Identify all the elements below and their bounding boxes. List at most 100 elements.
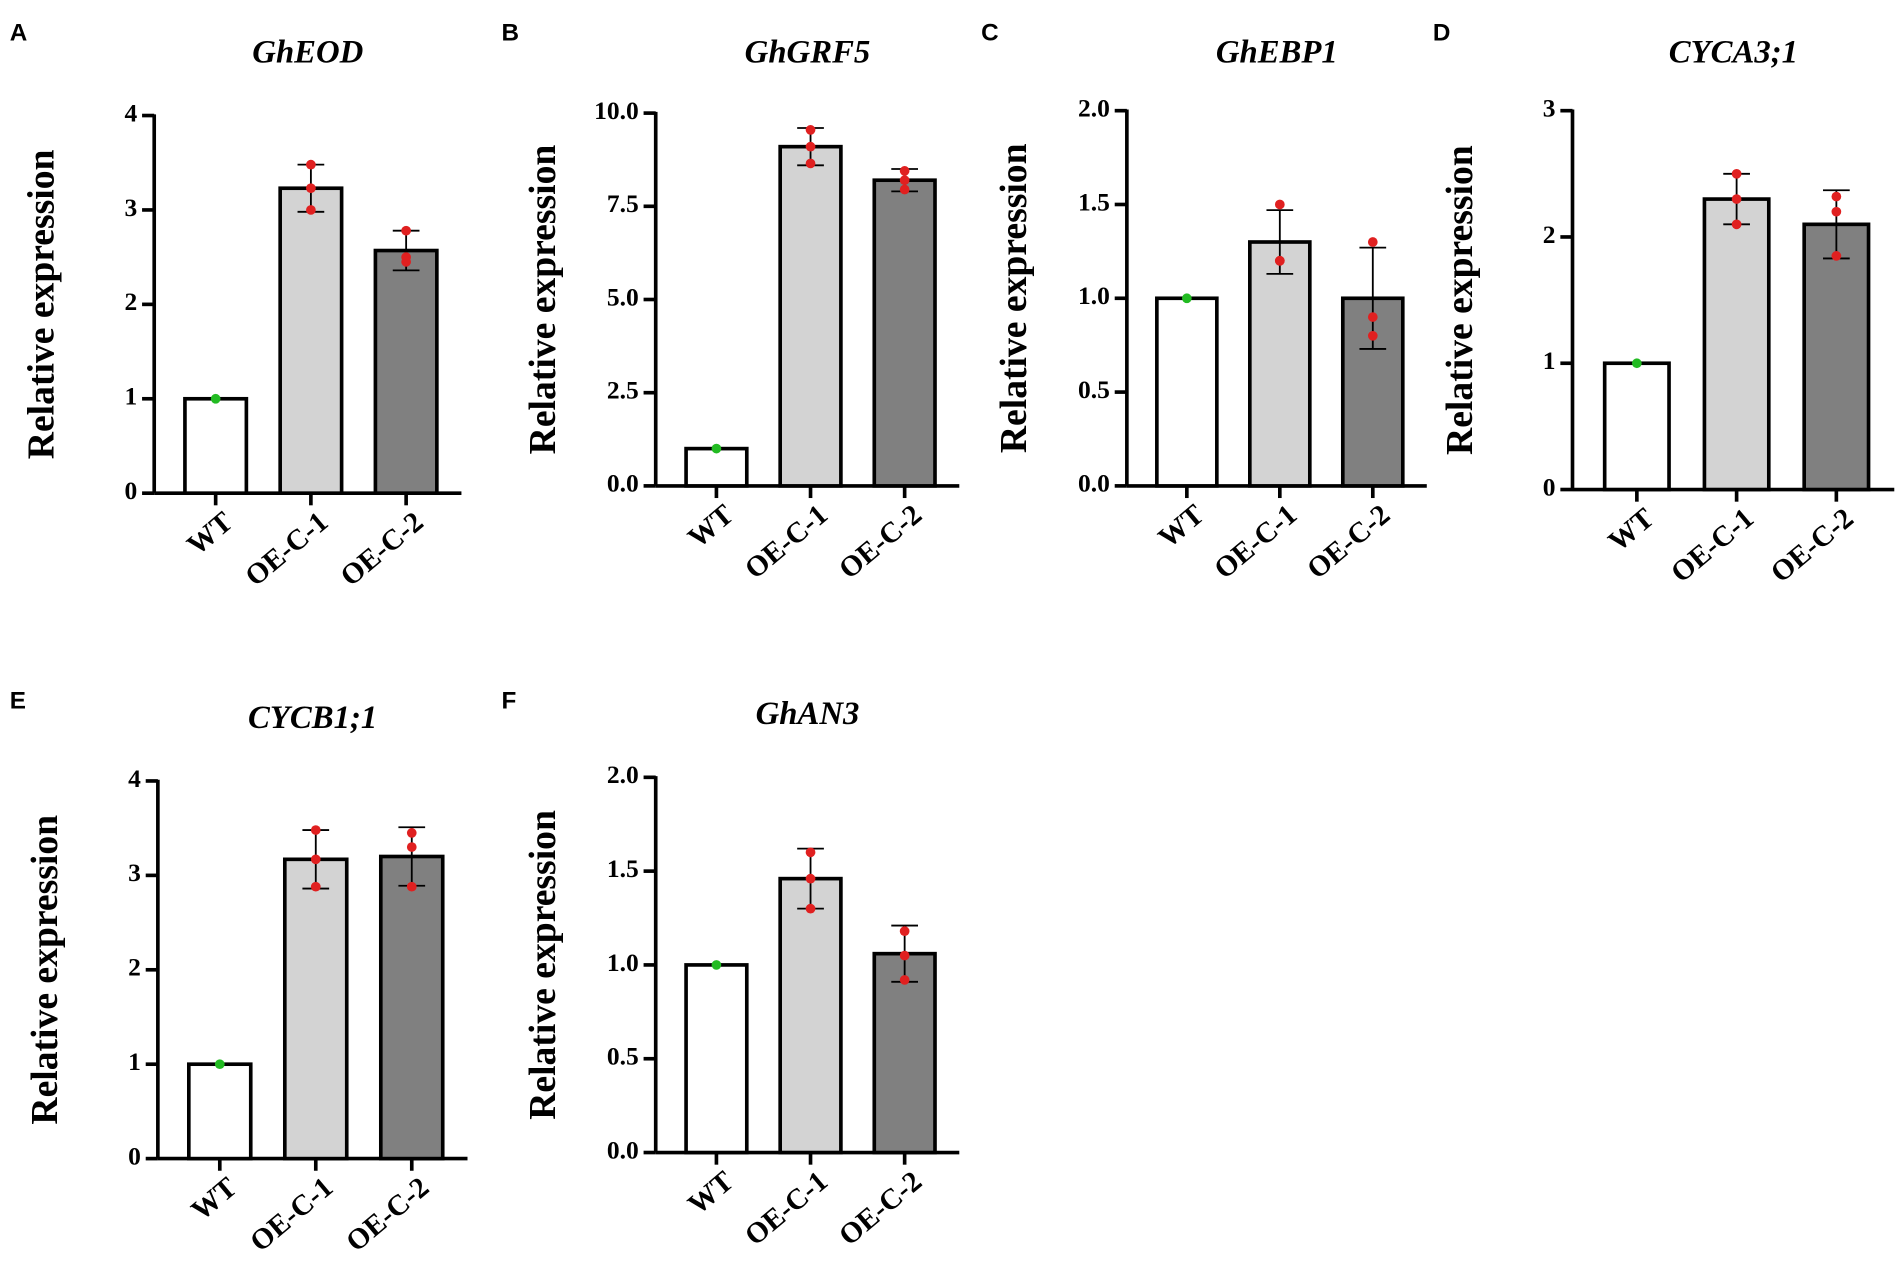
y-tick-label: 3 — [1543, 94, 1556, 123]
data-point — [899, 975, 910, 985]
y-axis-label: Relative expression — [1439, 145, 1481, 455]
y-tick-label: 2.5 — [607, 376, 639, 405]
bar — [872, 951, 937, 1155]
y-tick-label: 1.0 — [1078, 281, 1110, 310]
data-point — [1831, 251, 1842, 261]
data-point — [1731, 219, 1742, 230]
data-point — [1367, 330, 1378, 341]
data-point — [310, 854, 321, 865]
y-tick-label: 2.0 — [1078, 94, 1110, 123]
x-tick-label: OE-C-2 — [833, 499, 928, 586]
data-point — [1731, 194, 1742, 204]
data-point — [711, 443, 722, 454]
y-tick-label: 1 — [124, 382, 137, 411]
bar — [872, 178, 937, 488]
data-point — [306, 183, 316, 194]
data-point — [1274, 199, 1285, 210]
data-point — [805, 873, 816, 884]
data-point — [711, 960, 722, 970]
chart-title: GhEOD — [252, 34, 363, 70]
y-tick-label: 7.5 — [607, 189, 639, 218]
y-tick-label: 0.0 — [1078, 469, 1110, 498]
data-point — [401, 225, 411, 236]
bar — [378, 854, 445, 1161]
data-point — [406, 842, 417, 852]
data-point — [805, 141, 816, 152]
y-tick-label: 2 — [124, 287, 137, 316]
data-point — [406, 828, 417, 838]
y-tick-label: 0 — [128, 1141, 141, 1170]
x-tick-label: WT — [1152, 499, 1210, 555]
y-tick-label: 3 — [128, 858, 141, 887]
y-tick-label: 1.0 — [607, 948, 639, 977]
bar — [778, 876, 843, 1155]
chart-title: CYCA3;1 — [1669, 34, 1798, 70]
chart-title: GhGRF5 — [745, 34, 871, 70]
bar — [187, 1062, 253, 1161]
data-point — [899, 175, 910, 186]
y-tick-label: 4 — [124, 98, 137, 127]
data-point — [1831, 191, 1842, 202]
panel-letter: E — [10, 687, 26, 714]
data-point — [310, 881, 321, 892]
bar — [183, 396, 249, 495]
data-point — [401, 257, 411, 267]
panel-letter: A — [10, 20, 28, 47]
chart-title: GhAN3 — [756, 696, 860, 732]
data-point — [1831, 206, 1842, 217]
y-tick-label: 1 — [128, 1047, 141, 1076]
y-axis-label: Relative expression — [522, 810, 564, 1120]
x-tick-label: WT — [682, 499, 740, 555]
panel-letter: C — [981, 20, 999, 47]
bar — [778, 144, 843, 488]
y-axis-label: Relative expression — [993, 143, 1035, 453]
bar — [1602, 361, 1671, 492]
x-tick-label: OE-C-2 — [833, 1165, 928, 1252]
x-tick-label: OE-C-2 — [1301, 499, 1396, 586]
bar — [1702, 197, 1771, 492]
x-tick-label: WT — [682, 1165, 740, 1221]
y-tick-label: 0 — [124, 476, 137, 505]
data-point — [805, 903, 816, 914]
y-tick-label: 5.0 — [607, 282, 639, 311]
bar — [282, 857, 349, 1161]
data-point — [406, 881, 417, 892]
bar — [1155, 296, 1219, 488]
bar — [373, 248, 439, 495]
panel-letter: B — [502, 20, 520, 47]
data-point — [1274, 255, 1285, 266]
data-point — [306, 159, 316, 170]
y-tick-label: 2.0 — [607, 760, 639, 789]
data-point — [306, 205, 316, 215]
x-tick-label: OE-C-2 — [340, 1171, 435, 1258]
data-point — [899, 926, 910, 937]
data-point — [1632, 358, 1642, 369]
data-point — [805, 158, 816, 169]
data-point — [1367, 312, 1378, 322]
x-tick-label: OE-C-2 — [1765, 502, 1860, 589]
y-axis-label: Relative expression — [24, 815, 66, 1125]
data-point — [899, 950, 910, 961]
panel-letter: D — [1433, 20, 1451, 47]
bar — [684, 963, 749, 1155]
x-tick-label: OE-C-1 — [239, 506, 334, 593]
y-tick-label: 2 — [128, 953, 141, 982]
chart-title: GhEBP1 — [1216, 34, 1338, 70]
y-tick-label: 0 — [1543, 472, 1556, 501]
y-tick-label: 1.5 — [607, 854, 639, 883]
bar — [1802, 222, 1871, 492]
bar — [684, 446, 749, 488]
data-point — [899, 184, 910, 195]
data-point — [210, 393, 221, 404]
x-tick-label: WT — [181, 506, 239, 562]
y-tick-label: 2 — [1543, 220, 1556, 249]
y-tick-label: 0.5 — [1078, 375, 1110, 404]
chart-title: CYCB1;1 — [248, 700, 377, 736]
y-axis-label: Relative expression — [21, 149, 63, 459]
x-tick-label: OE-C-2 — [335, 506, 430, 593]
y-tick-label: 1.5 — [1078, 187, 1110, 216]
x-tick-label: OE-C-1 — [1665, 502, 1760, 589]
y-axis-label: Relative expression — [522, 145, 564, 455]
panel-letter: F — [502, 687, 517, 714]
